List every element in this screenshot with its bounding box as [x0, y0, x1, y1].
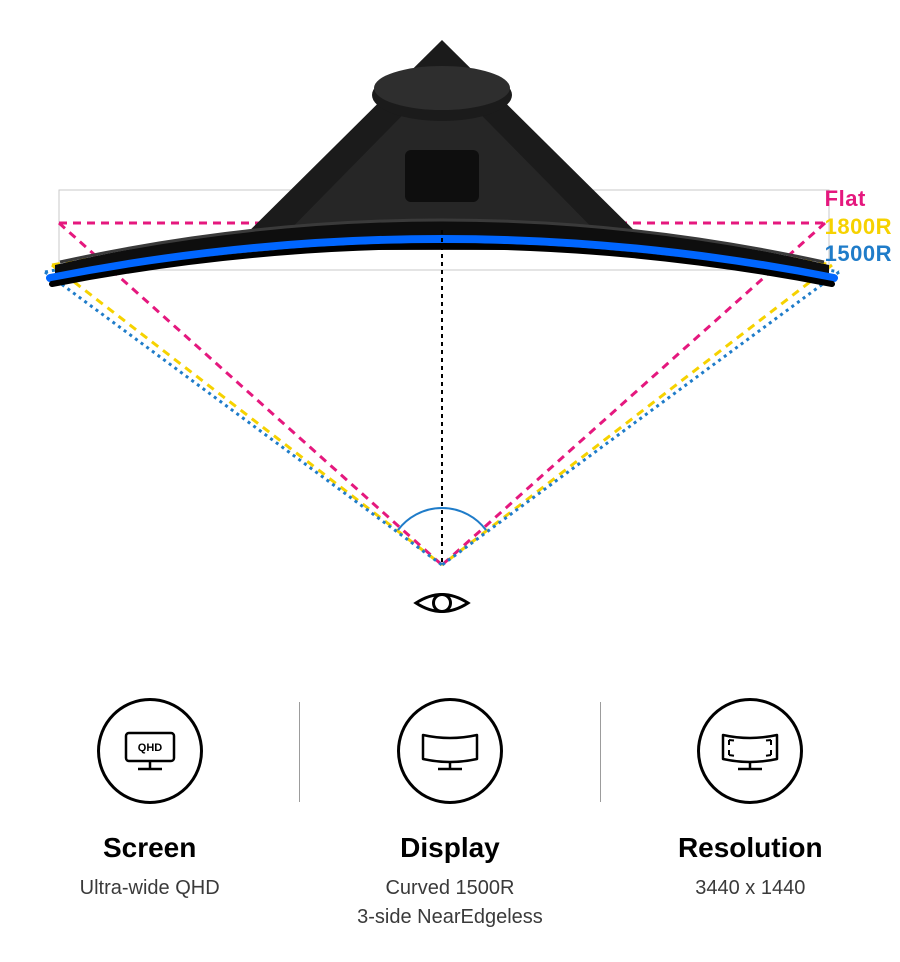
resolution-monitor-icon: [697, 698, 803, 804]
spec-title: Resolution: [678, 832, 823, 864]
spec-divider: [600, 702, 601, 802]
spec-screen: QHD Screen Ultra-wide QHD: [20, 698, 280, 903]
qhd-monitor-icon: QHD: [97, 698, 203, 804]
legend-1800r: 1800R: [825, 213, 892, 241]
curvature-diagram: Flat 1800R 1500R: [0, 0, 900, 680]
legend-1500r: 1500R: [825, 240, 892, 268]
spec-title: Screen: [103, 832, 196, 864]
spec-resolution: Resolution 3440 x 1440: [620, 698, 880, 903]
specs-row: QHD Screen Ultra-wide QHD Display Curved…: [0, 698, 900, 932]
legend-flat: Flat: [825, 185, 892, 213]
spec-subtitle: Curved 1500R 3-side NearEdgeless: [357, 874, 543, 932]
diagram-svg: [0, 0, 900, 680]
spec-divider: [299, 702, 300, 802]
svg-text:QHD: QHD: [137, 742, 162, 754]
curved-monitor-icon: [397, 698, 503, 804]
spec-title: Display: [400, 832, 500, 864]
curvature-legend: Flat 1800R 1500R: [825, 185, 892, 268]
spec-display: Display Curved 1500R 3-side NearEdgeless: [320, 698, 580, 932]
spec-subtitle: 3440 x 1440: [695, 874, 805, 903]
spec-subtitle: Ultra-wide QHD: [80, 874, 220, 903]
